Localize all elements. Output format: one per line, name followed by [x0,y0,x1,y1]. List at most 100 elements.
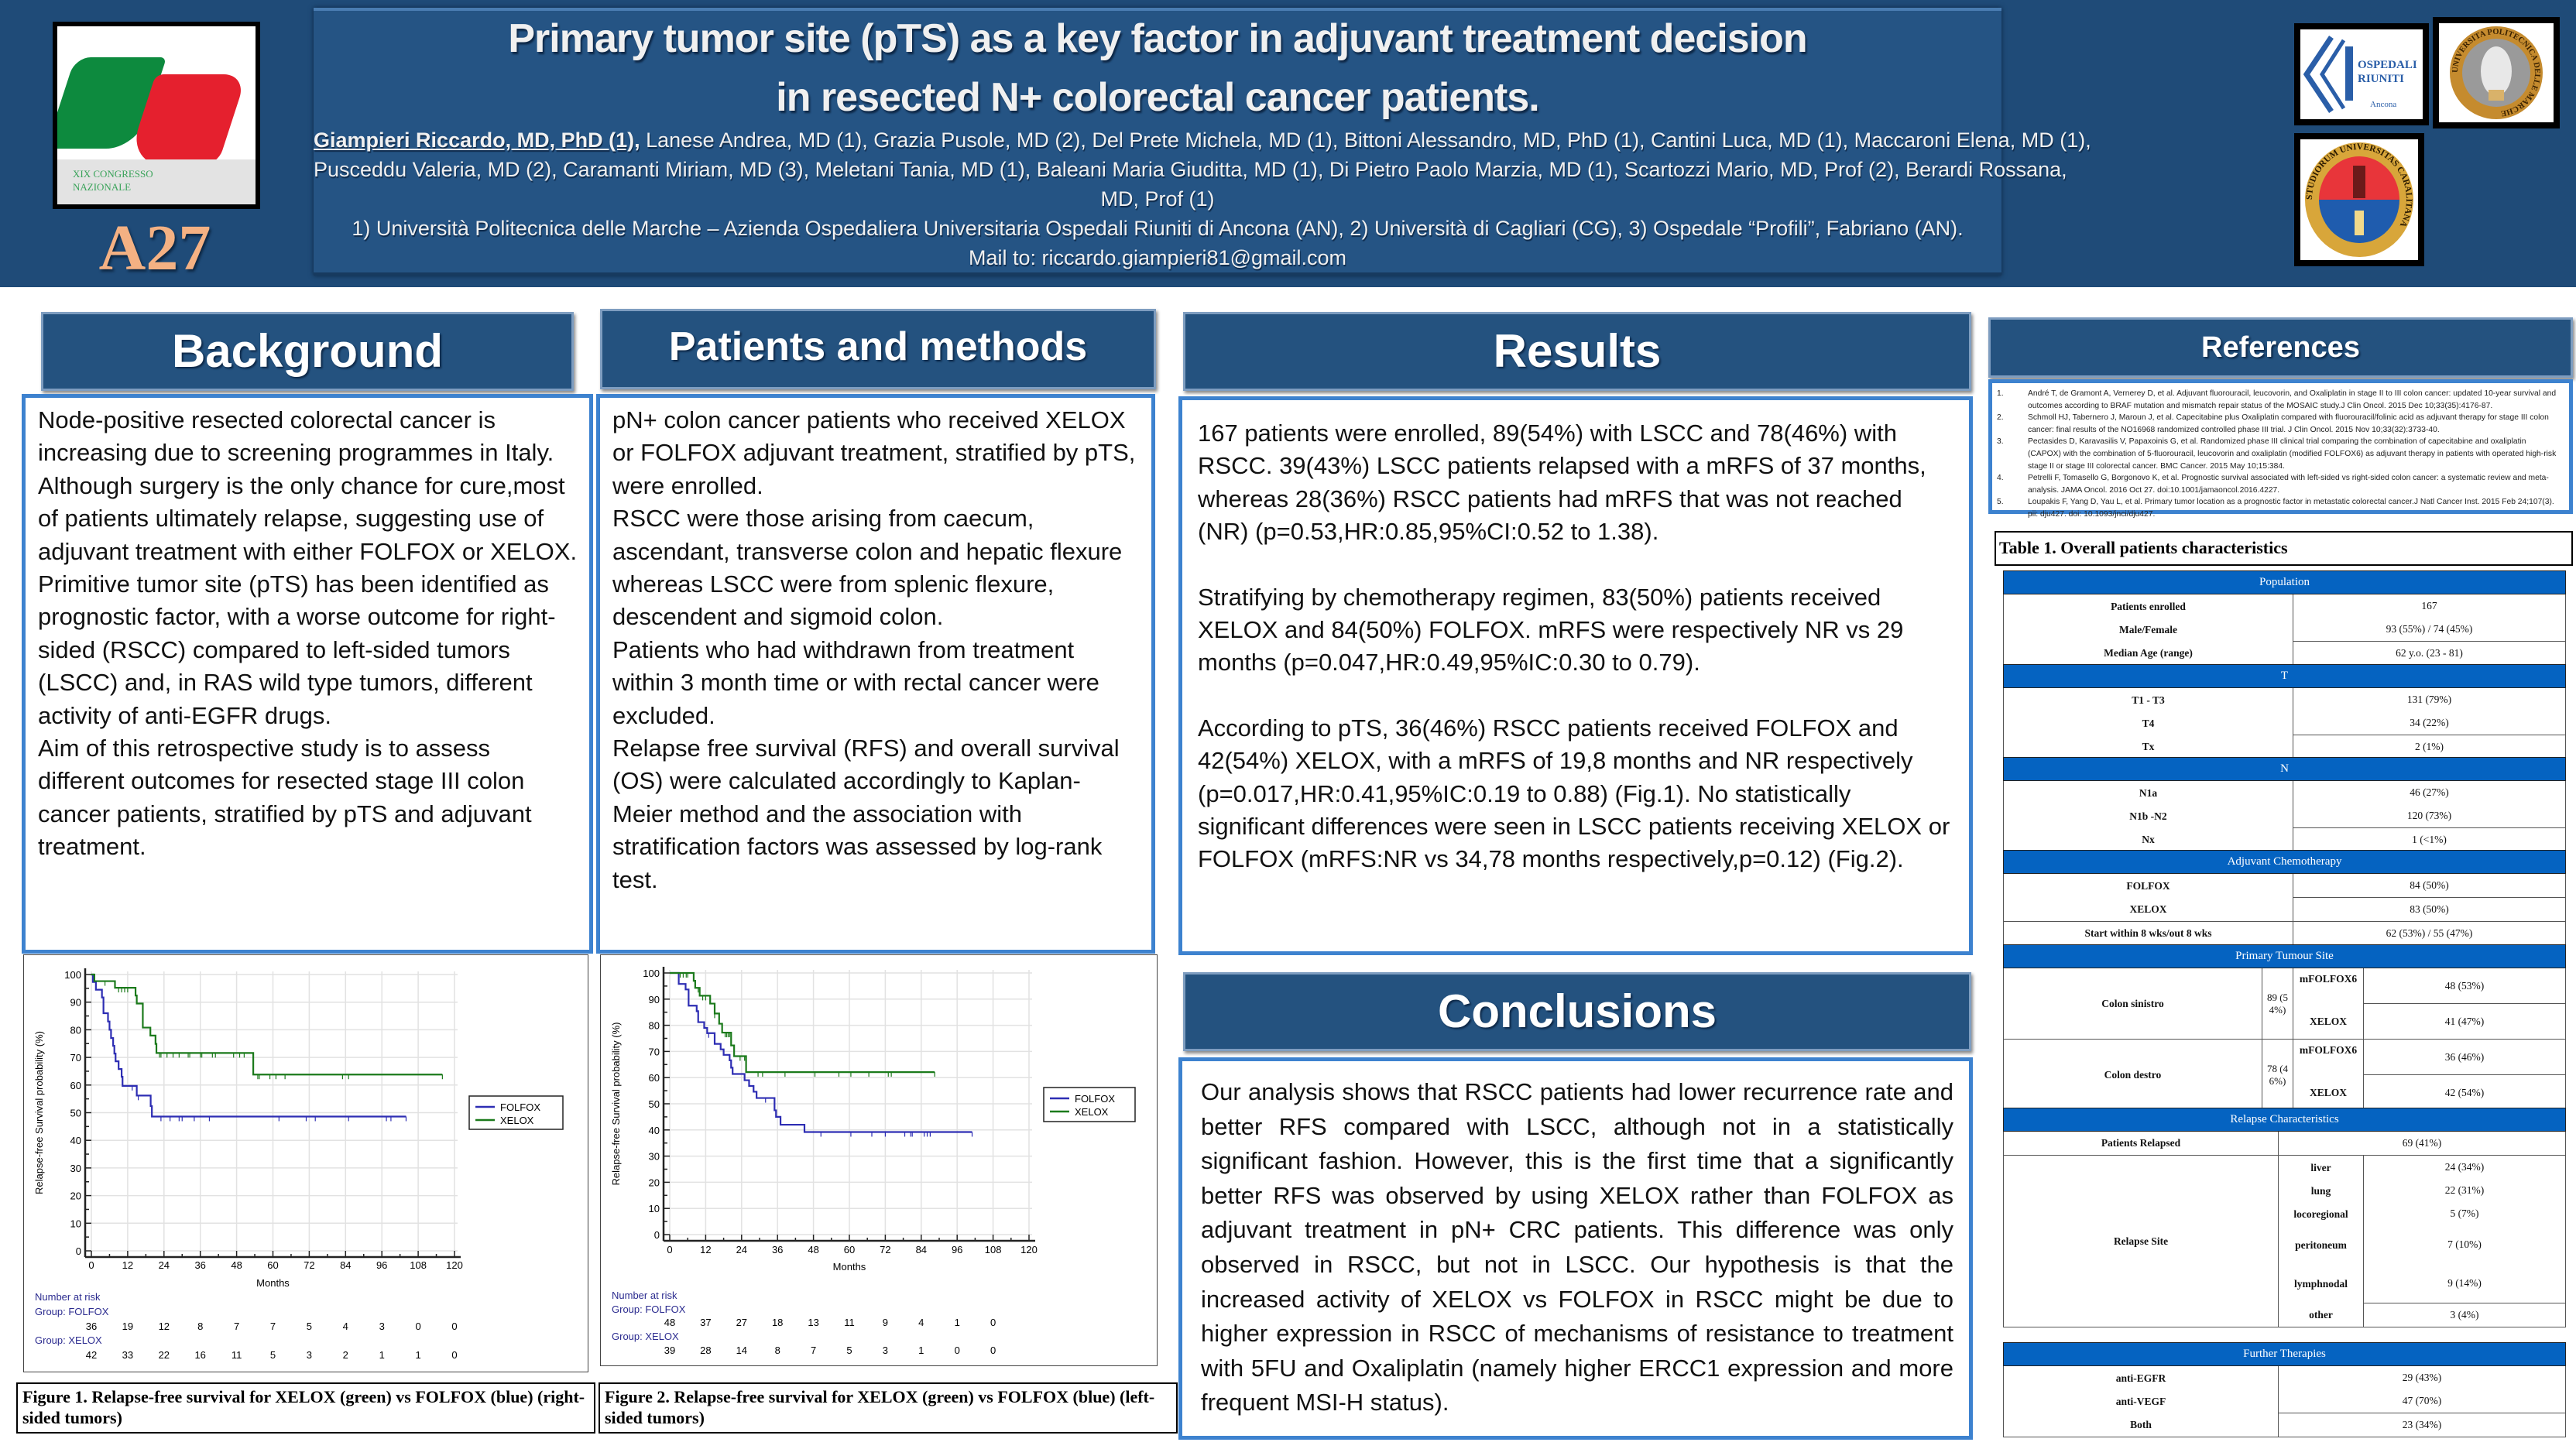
reference-item: 4. Petrelli F, Tomasello G, Borgonovo K, … [1997,472,2561,496]
section-header: Primary Tumour Site [2003,944,2566,968]
title-panel: Primary tumor site (pTS) as a key factor… [314,8,2091,276]
value: 23 (34%) [2402,1419,2442,1430]
at-risk-value: 39 [664,1345,675,1356]
paragraph: pN+ colon cancer patients who received X… [612,406,1136,499]
reference-number: 3. [1997,437,2004,447]
abstract-code: A27 [98,212,211,284]
x-tick-label: 12 [700,1244,711,1255]
x-tick-label: 24 [159,1259,170,1271]
site: lung [2310,1184,2331,1197]
x-tick-label: 48 [231,1259,242,1271]
at-risk-value: 7 [811,1345,816,1356]
at-risk-value: 3 [307,1349,312,1361]
logo-text: NAZIONALE [73,181,132,193]
y-tick-label: 10 [70,1218,81,1229]
at-risk-value: 1 [918,1345,924,1356]
authors-line-1: Giampieri Riccardo, MD, PhD (1), Lanese … [314,128,2091,152]
ospedali-riuniti-emblem-icon: OSPEDALI RIUNITI Ancona [2303,36,2417,113]
value: 48 (53%) [2363,968,2566,1004]
y-tick-label: 80 [649,1020,660,1032]
row-label: Median Age (range) [2104,646,2193,659]
at-risk-value: 37 [700,1317,711,1328]
at-risk-group-label: Group: FOLFOX [35,1306,109,1317]
paragraph: Patients who had withdrawn from treatmen… [612,635,1099,729]
table-adjuvant-chemotherapy: Adjuvant Chemotherapy FOLFOX XELOX 84 (5… [2002,850,2567,946]
y-tick-label: 20 [649,1177,660,1188]
at-risk-value: 28 [700,1345,711,1356]
value: 167 [2421,600,2437,611]
values: 29 (43%) 47 (70%) [2278,1365,2566,1413]
y-tick-label: 0 [76,1245,81,1257]
value: 1 (<1%) [2412,834,2447,845]
x-tick-label: 108 [985,1244,1002,1255]
table-relapse-characteristics: Relapse Characteristics Patients Relapse… [2003,1108,2566,1327]
at-risk-value: 48 [664,1317,675,1328]
value: 36 (46%) [2363,1039,2566,1075]
x-tick-label: 84 [340,1259,351,1271]
authors-line-3: MD, Prof (1) [1100,187,1215,211]
x-tick-label: 120 [1020,1244,1038,1255]
value: 42 (54%) [2363,1074,2566,1111]
at-risk-value: 5 [270,1349,276,1361]
paragraph: Node-positive resected colorectal cancer… [38,406,578,565]
row-label: anti-EGFR [2115,1372,2166,1384]
value: 2 (1%) [2414,741,2444,752]
x-tick-label: 120 [446,1259,463,1271]
at-risk-value: 0 [990,1317,996,1328]
row-labels: FOLFOX XELOX [2003,873,2293,922]
at-risk-value: 27 [736,1317,747,1328]
x-tick-label: 96 [376,1259,387,1271]
at-risk-group-label: Group: XELOX [35,1334,102,1346]
row-label: Nx [2142,833,2155,845]
legend-box [468,1095,564,1130]
row-labels: T1 - T3 T4 Tx [2003,687,2293,759]
unica-seal: STUDIORUM UNIVERSITAS CARALITANA [2294,133,2424,266]
site-count: 89 (54%) [2262,968,2293,1040]
row-label: T4 [2142,717,2155,729]
x-tick-label: 72 [880,1244,890,1255]
regimen: mFOLFOX6 [2299,972,2358,985]
at-risk-value: 12 [159,1321,170,1332]
regimen: XELOX [2309,1086,2347,1098]
at-risk-value: 0 [955,1345,960,1356]
value-cell: 2 (1%) [2292,735,2567,759]
y-tick-label: 40 [649,1125,660,1136]
at-risk-value: 9 [883,1317,888,1328]
x-tick-label: 36 [194,1259,205,1271]
row-label-text: Start within 8 wks/out 8 wks [2084,927,2212,939]
row-label: Relapse Site [2003,1155,2279,1327]
unica-seal-icon: STUDIORUM UNIVERSITAS CARALITANA [2305,142,2413,257]
x-axis-label: Months [256,1277,290,1289]
x-axis-label: Months [833,1261,866,1273]
logo-text: XIX CONGRESSO [73,168,153,180]
at-risk-value: 36 [86,1321,97,1332]
value-cell: 1 (<1%) [2293,827,2566,852]
y-tick-label: 30 [649,1151,660,1163]
row-label: Patients enrolled [2111,600,2186,612]
univpm-seal-icon: UNIVERSITA POLITECNICA DELLE MARCHE [2450,26,2543,119]
section-header: Further Therapies [2003,1342,2566,1366]
y-axis-label: Relapse-free Survival probability (%) [33,1031,45,1194]
section-header: T [2002,664,2567,688]
row-label: FOLFOX [2126,879,2170,892]
value-cell: 23 (34%) [2278,1413,2566,1437]
site: lymphnodal [2293,1277,2348,1290]
paragraph: Relapse free survival (RFS) and overall … [612,735,1120,893]
at-risk-value: 13 [808,1317,818,1328]
congress-logo: XIX CONGRESSO NAZIONALE [53,22,260,209]
value: 7 (10%) [2447,1238,2482,1250]
value: 22 (31%) [2444,1184,2485,1196]
y-tick-label: 0 [654,1229,660,1241]
reference-item: 2. Schmoll HJ, Tabernero J, Maroun J, et … [1997,412,2561,436]
results-heading: Results [1183,312,1971,391]
y-tick-label: 80 [70,1024,81,1036]
figure-1-caption: Figure 1. Relapse-free survival for XELO… [16,1382,595,1434]
at-risk-value: 4 [918,1317,924,1328]
ospedali-riuniti-logo: OSPEDALI RIUNITI Ancona [2294,23,2429,125]
at-risk-value: 4 [343,1321,348,1332]
km-curve-xelox [670,971,935,1074]
y-tick-label: 40 [70,1135,81,1146]
value: 120 (73%) [2406,810,2452,821]
row-label: Start within 8 wks/out 8 wks [2003,921,2293,946]
x-tick-label: 96 [952,1244,962,1255]
